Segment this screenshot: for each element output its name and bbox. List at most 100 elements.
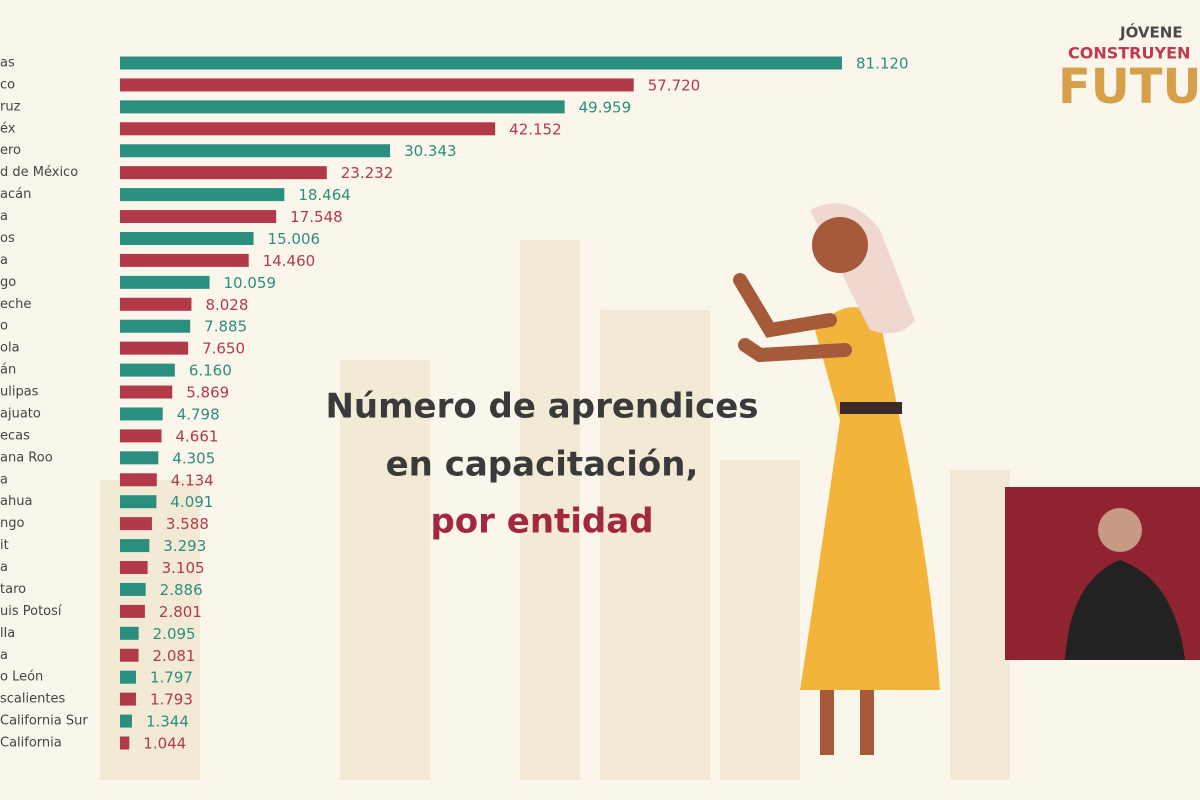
bar [120,385,173,399]
value-label: 4.661 [175,427,218,445]
category-label: ngo [0,516,24,531]
bar [120,495,157,509]
value-label: 2.081 [153,647,196,665]
bar [120,714,132,728]
bar [120,122,496,136]
value-label: 3.105 [162,559,205,577]
category-label: a [0,472,8,487]
value-label: 1.793 [150,691,193,709]
bar [120,231,254,245]
bar [120,648,139,662]
logo: JÓVENE CONSTRUYEN FUTU [1058,23,1200,116]
category-label: as [0,56,15,71]
logo-line: CONSTRUYEN [1068,44,1190,63]
category-label: a [0,560,8,575]
category-label: ero [0,143,21,158]
bar [120,451,159,465]
category-label: uis Potosí [0,604,62,619]
value-label: 30.343 [404,142,457,160]
bar [120,56,842,70]
category-label: án [0,363,16,378]
value-label: 7.885 [204,318,247,336]
bar [120,407,163,421]
bar [120,144,391,158]
value-label: 18.464 [298,186,351,204]
category-label: o [0,319,8,334]
category-label: eche [0,297,31,312]
category-label: California [0,736,62,751]
value-label: 3.293 [163,537,206,555]
bar [120,100,565,114]
value-label: 57.720 [648,76,701,94]
category-label: taro [0,582,26,597]
logo-line: FUTU [1058,59,1200,115]
value-label: 4.798 [177,405,220,423]
bar [120,319,191,333]
title-line: por entidad [430,502,653,542]
value-label: 5.869 [186,384,229,402]
category-label: lla [0,626,15,641]
skyline [100,240,1010,780]
value-label: 4.305 [172,449,215,467]
value-label: 15.006 [268,230,321,248]
bar [120,582,146,596]
category-label: co [0,77,15,92]
category-label: scalientes [0,692,65,707]
value-label: 4.091 [170,493,213,511]
bar [120,604,145,618]
bar [120,626,139,640]
bar [120,539,150,553]
title-line: Número de aprendices [325,387,758,427]
category-label: éx [0,121,16,136]
value-label: 1.044 [143,735,186,753]
bar [120,188,285,202]
category-label: go [0,275,16,290]
logo-line: JÓVENE [1119,23,1183,42]
value-label: 8.028 [205,296,248,314]
category-label: California Sur [0,714,88,729]
category-label: o León [0,670,43,685]
value-label: 2.801 [159,603,202,621]
category-label: it [0,538,9,553]
value-label: 81.120 [856,55,909,73]
bar [120,517,152,531]
value-label: 7.650 [202,340,245,358]
category-label: a [0,648,8,663]
value-label: 4.134 [171,471,214,489]
bar [120,363,175,377]
bar [120,275,210,289]
value-label: 23.232 [341,164,394,182]
value-label: 1.797 [150,669,193,687]
category-label: a [0,209,8,224]
title-line: en capacitación, [386,445,699,485]
value-label: 17.548 [290,208,343,226]
value-label: 3.588 [166,515,209,533]
category-label: ruz [0,99,21,114]
bar [120,166,327,180]
value-label: 2.886 [160,581,203,599]
category-label: ola [0,341,20,356]
category-label: acán [0,187,31,202]
bar [120,670,136,684]
category-label: ana Roo [0,450,53,465]
category-label: d de México [0,165,78,180]
value-label: 2.095 [153,625,196,643]
bar [120,561,148,575]
illustration [733,203,1200,755]
bar [120,736,130,750]
category-label: ulipas [0,385,39,400]
value-label: 42.152 [509,120,562,138]
bar [120,297,192,311]
value-label: 14.460 [263,252,316,270]
bar [120,429,162,443]
value-label: 6.160 [189,362,232,380]
category-label: os [0,231,15,246]
category-label: ecas [0,428,30,443]
value-label: 49.959 [579,98,632,116]
bar [120,473,157,487]
category-label: ajuato [0,406,41,421]
value-label: 10.059 [224,274,276,292]
bar [120,253,249,267]
